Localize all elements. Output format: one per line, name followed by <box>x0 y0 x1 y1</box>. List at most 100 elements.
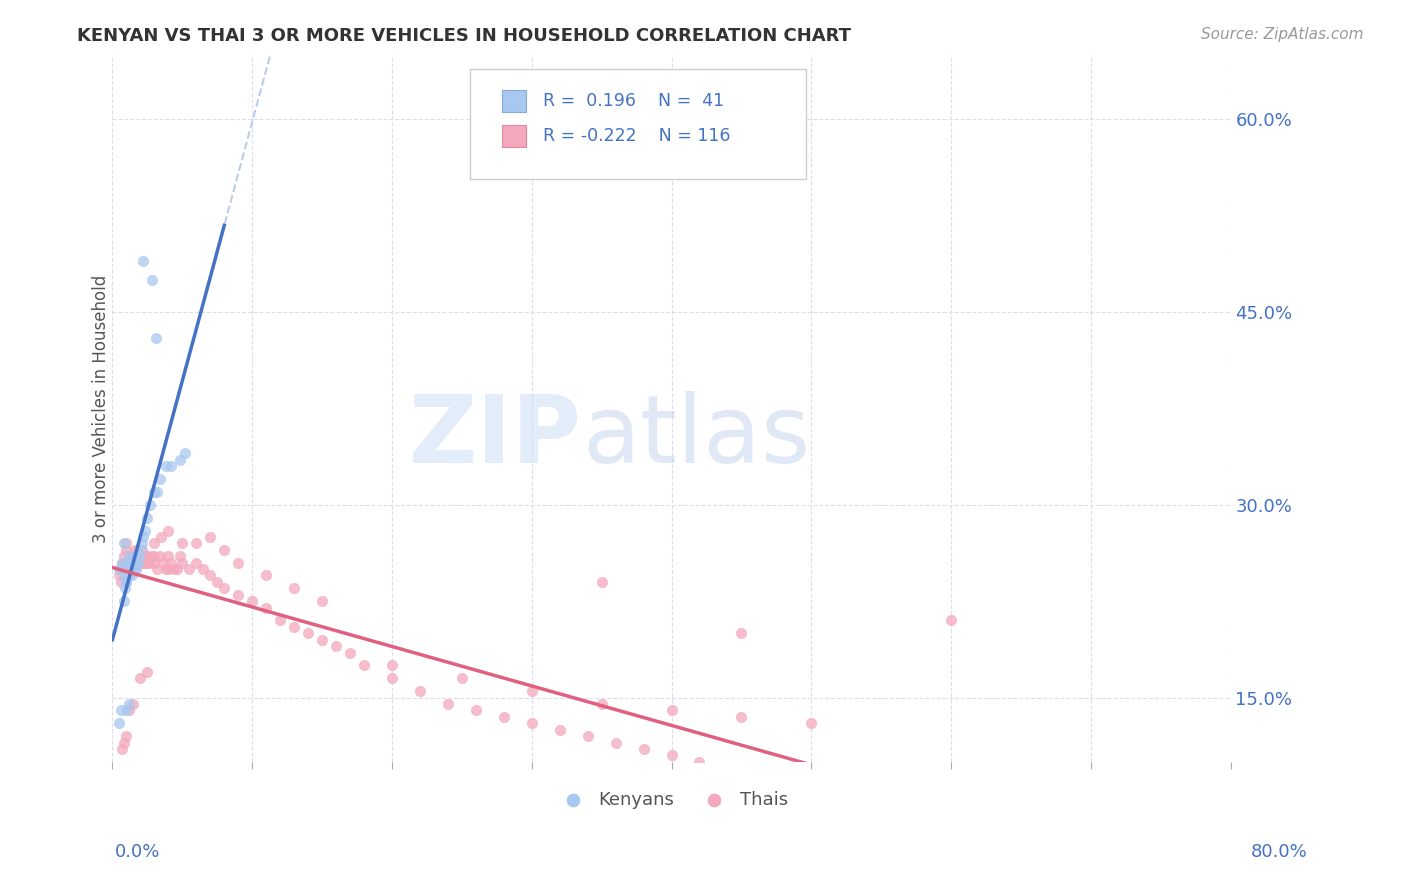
Point <box>967 819 990 833</box>
Point <box>110 574 132 589</box>
Point <box>226 556 249 570</box>
Point <box>136 549 159 564</box>
Point <box>325 639 347 653</box>
Point <box>800 716 823 731</box>
Point <box>254 568 277 582</box>
Point <box>136 665 159 679</box>
Point <box>118 568 141 582</box>
Point <box>139 498 162 512</box>
Point <box>118 549 141 564</box>
Point <box>166 562 188 576</box>
Point <box>172 556 194 570</box>
Point <box>114 556 136 570</box>
Point <box>450 671 472 685</box>
Point <box>121 549 143 564</box>
Point <box>939 614 962 628</box>
Point <box>163 562 186 576</box>
Point <box>129 556 152 570</box>
Point <box>172 536 194 550</box>
Point <box>111 556 134 570</box>
Point <box>115 536 138 550</box>
Point <box>112 735 135 749</box>
Point <box>169 549 191 564</box>
Point <box>108 562 131 576</box>
Point <box>160 556 183 570</box>
Point <box>115 703 138 717</box>
Point <box>112 568 135 582</box>
Point <box>1080 845 1102 859</box>
Point <box>591 574 613 589</box>
Point <box>122 562 145 576</box>
Point <box>1052 838 1074 853</box>
Point <box>121 568 143 582</box>
Point <box>240 594 263 608</box>
Point <box>828 787 851 801</box>
Point <box>143 536 166 550</box>
Point <box>856 793 879 807</box>
Point <box>132 530 155 544</box>
Point <box>124 542 146 557</box>
Point <box>269 614 291 628</box>
Point <box>179 562 201 576</box>
Point <box>207 574 229 589</box>
Point <box>128 556 150 570</box>
Point <box>121 562 143 576</box>
Point <box>145 331 167 345</box>
Point <box>633 742 655 756</box>
Point <box>143 485 166 500</box>
Point <box>138 556 160 570</box>
Point <box>381 658 404 673</box>
Point <box>132 556 155 570</box>
Point <box>112 536 135 550</box>
Point <box>135 549 157 564</box>
Point <box>157 549 180 564</box>
Point <box>118 703 141 717</box>
Text: 0.0%: 0.0% <box>115 843 160 861</box>
Point <box>120 549 142 564</box>
Point <box>115 574 138 589</box>
Point <box>125 556 148 570</box>
Point <box>1024 831 1046 846</box>
Point <box>200 568 222 582</box>
Point <box>716 761 738 775</box>
Point <box>200 530 222 544</box>
Point <box>122 697 145 711</box>
Point <box>134 524 156 538</box>
Point <box>591 697 613 711</box>
Point <box>311 632 333 647</box>
Point <box>136 510 159 524</box>
Point <box>605 735 627 749</box>
Point <box>115 574 138 589</box>
Point <box>311 594 333 608</box>
Point <box>939 813 962 827</box>
Y-axis label: 3 or more Vehicles in Household: 3 or more Vehicles in Household <box>93 275 110 542</box>
Point <box>492 710 515 724</box>
Point <box>122 549 145 564</box>
Point <box>129 542 152 557</box>
Point <box>661 703 683 717</box>
Point <box>118 697 141 711</box>
Point <box>226 588 249 602</box>
Point <box>800 780 823 795</box>
Point <box>118 562 141 576</box>
Point <box>155 562 177 576</box>
Point <box>186 536 208 550</box>
Point <box>193 562 215 576</box>
Point <box>108 568 131 582</box>
Point <box>283 582 305 596</box>
Point <box>115 729 138 743</box>
Bar <box>502 90 526 112</box>
Point <box>149 549 172 564</box>
Text: R = -0.222    N = 116: R = -0.222 N = 116 <box>543 128 731 145</box>
Point <box>409 684 432 698</box>
Bar <box>502 125 526 147</box>
Point <box>129 671 152 685</box>
Text: R =  0.196    N =  41: R = 0.196 N = 41 <box>543 92 724 110</box>
Point <box>995 825 1018 839</box>
Point <box>117 556 139 570</box>
Point <box>437 697 460 711</box>
Point <box>155 459 177 474</box>
Point <box>548 723 571 737</box>
Point <box>157 562 180 576</box>
Point <box>576 729 599 743</box>
